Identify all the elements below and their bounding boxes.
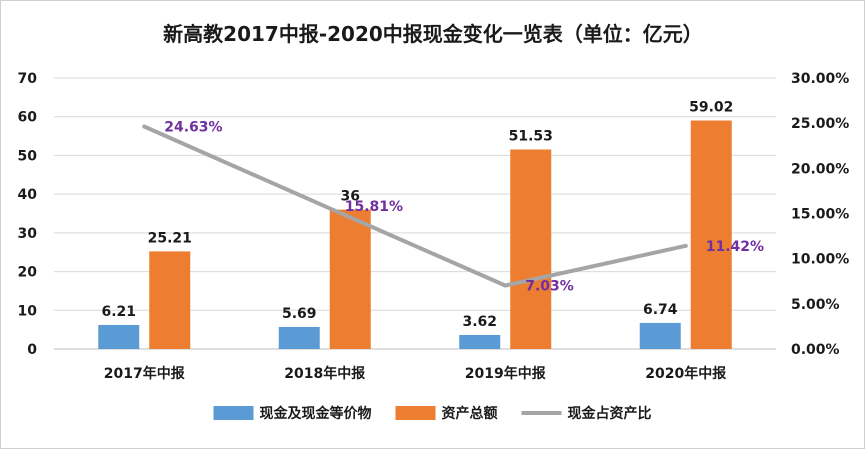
ratio-point [142,124,147,129]
left-tick-label: 20 [18,265,38,281]
bar-value-label: 25.21 [148,230,192,246]
bar-value-label: 6.74 [643,302,678,318]
bar-value-label: 6.21 [101,304,136,320]
bar-cash [278,326,320,349]
bar-cash [639,322,681,349]
left-tick-label: 30 [18,226,38,242]
right-tick-label: 0.00% [791,342,840,358]
right-axis: 0.00% 5.00% 10.00% 15.00% 20.00% 25.00% 30.00% [791,71,849,358]
ratio-value-label: 7.03% [525,278,574,294]
category-label: 2019年中报 [465,365,546,382]
category-label: 2017年中报 [104,365,185,382]
right-tick-label: 20.00% [791,161,849,177]
left-tick-label: 10 [18,303,38,319]
left-tick-label: 40 [18,187,38,203]
ratio-value-label: 24.63% [164,120,222,136]
bar-cash [459,334,501,349]
ratio-line-path [143,124,687,288]
legend-label: 资产总额 [442,405,498,422]
ratio-point [322,204,327,209]
ratio-value-label: 15.81% [345,199,403,215]
bar-value-label: 5.69 [282,306,317,322]
chart-title: 新高教2017中报-2020中报现金变化一览表（单位：亿元） [163,22,703,46]
ratio-point [503,283,508,288]
bar-total-assets [149,251,191,349]
ratio-value-label: 11.42% [706,239,764,255]
left-tick-label: 0 [27,342,37,358]
category-label: 2018年中报 [284,365,365,382]
left-axis: 0 10 20 30 40 50 60 70 [18,71,38,358]
bar-value-label: 59.02 [689,100,733,116]
right-tick-label: 10.00% [791,252,849,268]
bars [98,120,732,349]
left-tick-label: 60 [18,110,38,126]
category-label: 2020年中报 [645,365,726,382]
legend-swatch-cash [213,406,254,420]
legend-label: 现金及现金等价物 [260,405,372,422]
right-tick-label: 25.00% [791,116,849,132]
data-labels: 6.21 5.69 3.62 6.74 25.21 36 51.53 59.02 24.63% 1… [101,100,764,330]
left-tick-label: 70 [18,71,38,87]
bar-total-assets [690,120,732,349]
right-tick-label: 15.00% [791,207,849,223]
ratio-line [142,124,688,288]
bar-total-assets [510,149,552,349]
bar-value-label: 3.62 [462,314,497,330]
legend-label: 现金占资产比 [568,405,652,422]
legend: 现金及现金等价物 资产总额 现金占资产比 [213,405,652,422]
right-tick-label: 30.00% [791,71,849,87]
right-tick-label: 5.00% [791,297,840,313]
legend-swatch-total-assets [395,406,436,420]
bar-value-label: 51.53 [509,129,553,145]
left-tick-label: 50 [18,148,38,164]
bar-total-assets [329,209,371,349]
bar-cash [98,324,140,349]
category-axis: 2017年中报 2018年中报 2019年中报 2020年中报 [104,365,726,382]
bar-value-label: 36 [341,189,360,205]
ratio-point [683,243,688,248]
